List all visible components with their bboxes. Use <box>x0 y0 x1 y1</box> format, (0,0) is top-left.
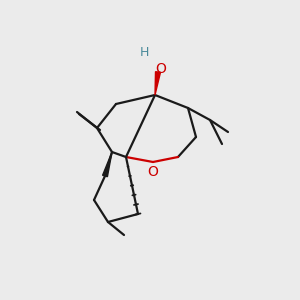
Text: O: O <box>148 165 158 179</box>
Polygon shape <box>103 152 112 177</box>
Polygon shape <box>155 72 160 95</box>
Text: H: H <box>139 46 149 59</box>
Text: O: O <box>156 62 167 76</box>
